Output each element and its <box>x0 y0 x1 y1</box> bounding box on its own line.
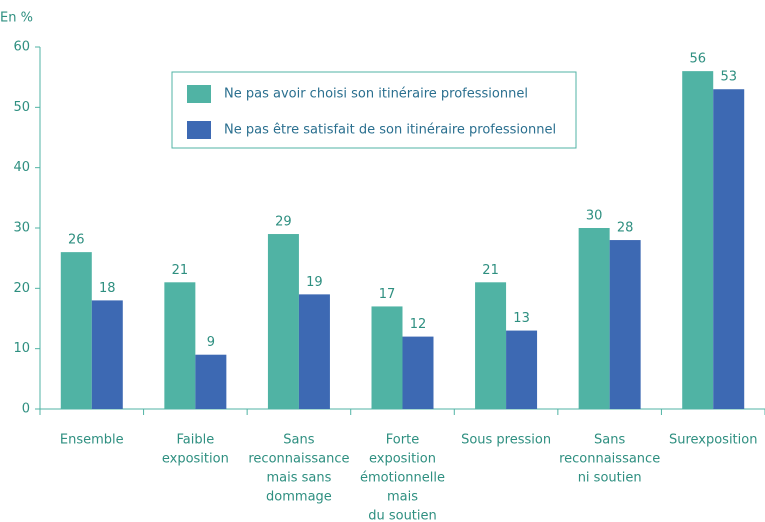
x-tick-label: Ensemble <box>60 433 124 448</box>
value-label: 29 <box>275 215 292 230</box>
x-tick-label: Sans <box>594 433 625 448</box>
bar <box>371 306 403 409</box>
x-tick-label: Faible <box>176 433 214 448</box>
x-tick-label: mais <box>387 490 418 505</box>
x-tick-label: Sans <box>283 433 314 448</box>
value-label: 18 <box>99 281 116 296</box>
bar <box>60 252 92 409</box>
x-tick-label: Surexposition <box>669 433 758 448</box>
legend-swatch <box>187 121 211 139</box>
x-tick-label: exposition <box>369 452 436 467</box>
x-tick-label: reconnaissance <box>559 452 660 467</box>
y-axis-label: En % <box>0 11 33 26</box>
bar <box>682 71 714 409</box>
bar <box>506 330 538 409</box>
value-label: 19 <box>306 275 323 290</box>
value-label: 53 <box>720 70 737 85</box>
x-tick-label: exposition <box>162 452 229 467</box>
x-tick-label: Forte <box>386 433 419 448</box>
y-tick-label: 60 <box>13 40 30 55</box>
x-tick-label: Sous pression <box>461 433 551 448</box>
x-tick-label: mais sans <box>266 471 331 486</box>
y-tick-label: 50 <box>13 100 30 115</box>
value-label: 17 <box>379 287 396 302</box>
bar <box>195 354 227 409</box>
legend-box <box>171 71 577 149</box>
legend-swatch <box>187 85 211 103</box>
bar <box>402 336 434 409</box>
bar <box>91 300 123 409</box>
y-tick-label: 0 <box>22 402 30 417</box>
legend-text: Ne pas être satisfait de son itinéraire … <box>224 123 556 138</box>
y-tick-label: 10 <box>13 341 30 356</box>
legend-text: Ne pas avoir choisi son itinéraire profe… <box>224 87 528 102</box>
value-label: 21 <box>482 263 499 278</box>
bar <box>578 228 610 409</box>
value-label: 30 <box>586 209 603 224</box>
value-label: 56 <box>689 52 706 67</box>
value-label: 13 <box>513 311 530 326</box>
x-tick-label: du soutien <box>368 509 437 522</box>
x-tick-label: reconnaissance <box>248 452 349 467</box>
value-label: 9 <box>207 335 215 350</box>
y-tick-label: 40 <box>13 160 30 175</box>
value-label: 21 <box>172 263 189 278</box>
y-tick-label: 30 <box>13 221 30 236</box>
bar <box>713 89 745 409</box>
value-label: 12 <box>410 317 427 332</box>
x-tick-label: dommage <box>266 490 332 505</box>
bar <box>164 282 196 409</box>
y-tick-label: 20 <box>13 281 30 296</box>
value-label: 26 <box>68 233 85 248</box>
bar <box>609 240 641 409</box>
bar <box>267 234 299 409</box>
x-tick-label: émotionnelle <box>360 471 445 486</box>
value-label: 28 <box>617 221 634 236</box>
bar <box>475 282 507 409</box>
x-tick-label: ni soutien <box>578 471 642 486</box>
bar <box>298 294 330 409</box>
